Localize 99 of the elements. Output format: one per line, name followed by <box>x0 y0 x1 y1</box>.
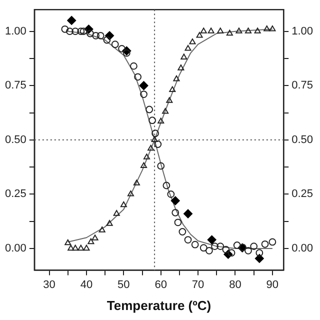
point <box>216 242 224 250</box>
y2-tick-label: 0.75 <box>292 80 314 92</box>
x-tick-label: 50 <box>118 278 130 291</box>
point <box>184 209 193 218</box>
point <box>217 28 224 34</box>
point <box>66 28 74 36</box>
point <box>61 25 69 33</box>
point <box>111 40 119 48</box>
point <box>96 32 104 40</box>
point <box>103 36 111 44</box>
point <box>178 64 184 70</box>
point <box>244 246 252 254</box>
point <box>146 106 154 114</box>
point <box>88 238 94 244</box>
point <box>154 140 162 148</box>
point <box>122 49 130 57</box>
point <box>143 154 150 160</box>
point <box>244 28 252 34</box>
point <box>264 25 270 32</box>
point <box>261 240 269 248</box>
point <box>80 28 88 36</box>
point <box>134 73 142 81</box>
point <box>158 118 164 124</box>
point <box>269 25 276 32</box>
y2-tick-label: 0.00 <box>292 242 314 255</box>
point <box>72 28 80 36</box>
point <box>157 162 165 170</box>
x-axis-title: Temperature (ºC) <box>106 298 212 313</box>
x-tick-label: 30 <box>43 278 56 291</box>
point <box>130 62 138 70</box>
y-tick-label: 0.00 <box>4 242 26 255</box>
point <box>140 162 148 168</box>
point <box>189 38 196 44</box>
point <box>127 190 134 196</box>
point <box>222 246 230 254</box>
point <box>67 16 76 25</box>
y-tick-label: 0.50 <box>4 134 26 146</box>
point <box>151 136 158 142</box>
point <box>86 30 94 38</box>
point <box>226 30 233 36</box>
point <box>133 180 140 186</box>
point <box>184 236 192 244</box>
point <box>148 144 154 151</box>
point <box>162 108 169 114</box>
y2-tick-label: 0.25 <box>292 188 314 200</box>
point <box>120 201 127 208</box>
point <box>72 244 79 251</box>
point <box>184 44 192 51</box>
point <box>211 242 218 250</box>
point <box>77 28 85 36</box>
point <box>236 28 242 34</box>
point <box>233 242 241 249</box>
point <box>166 97 173 103</box>
point <box>118 44 126 52</box>
y-tick-label: 0.25 <box>4 188 26 200</box>
point <box>228 249 236 257</box>
point <box>139 81 148 90</box>
y2-tick-label: 1.00 <box>292 25 314 38</box>
point <box>152 130 159 138</box>
point <box>140 90 148 98</box>
y-tick-label: 1.00 <box>4 25 26 38</box>
point <box>162 182 170 190</box>
point <box>169 86 176 92</box>
point <box>64 239 72 246</box>
point <box>178 228 186 236</box>
point <box>113 210 120 216</box>
y2-tick-label: 0.50 <box>292 134 314 146</box>
y-tick-label: 0.75 <box>4 80 26 92</box>
point <box>167 190 175 198</box>
point <box>180 54 188 60</box>
point <box>208 28 214 34</box>
point <box>92 234 98 240</box>
point <box>148 116 156 124</box>
x-tick-label: 80 <box>229 278 242 291</box>
point <box>206 246 213 254</box>
point <box>254 28 261 34</box>
point <box>256 249 264 257</box>
point <box>98 226 106 232</box>
point <box>200 28 207 34</box>
point <box>174 218 182 226</box>
point <box>170 196 180 206</box>
x-tick-label: 60 <box>154 278 167 291</box>
point <box>200 244 208 252</box>
point <box>92 32 100 40</box>
point <box>83 244 90 251</box>
point <box>196 32 203 38</box>
point <box>68 244 74 251</box>
point <box>172 208 180 216</box>
point <box>268 238 276 246</box>
x-tick-label: 90 <box>266 278 279 291</box>
point <box>173 75 180 82</box>
x-tick-label: 70 <box>192 278 204 291</box>
point <box>254 254 264 263</box>
point <box>207 235 216 244</box>
point <box>191 240 199 248</box>
point <box>250 242 258 250</box>
point <box>106 220 113 226</box>
point <box>78 244 84 251</box>
x-tick-label: 40 <box>80 278 93 291</box>
